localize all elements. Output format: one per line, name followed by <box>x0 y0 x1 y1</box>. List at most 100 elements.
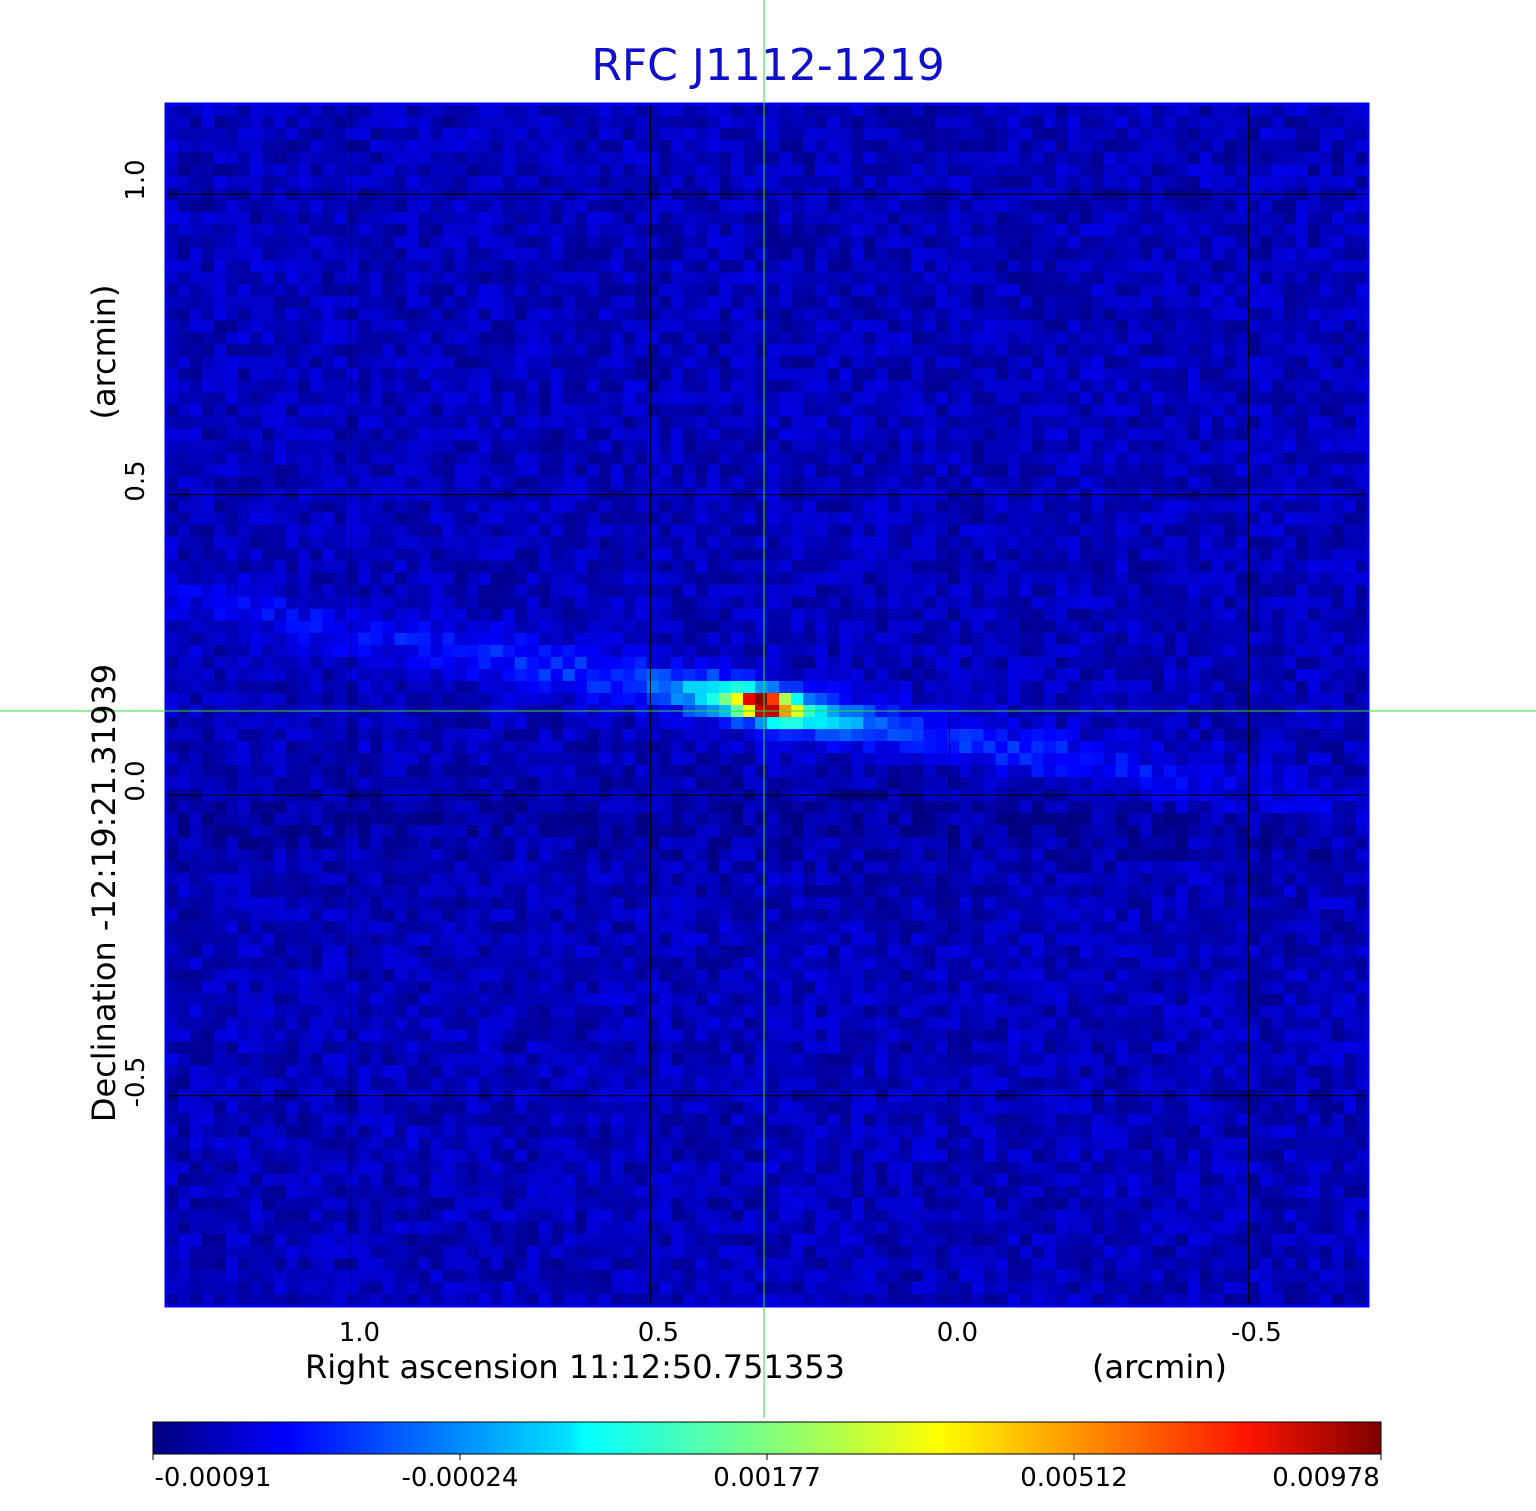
heatmap-cell <box>1319 440 1333 454</box>
heatmap-cell <box>406 200 420 213</box>
heatmap-cell <box>1211 260 1225 273</box>
heatmap-cell <box>598 560 612 574</box>
heatmap-cell <box>947 548 960 562</box>
heatmap-cell <box>1259 548 1273 562</box>
heatmap-cell <box>574 260 588 273</box>
heatmap-cell <box>839 380 852 394</box>
heatmap-cell <box>779 632 792 646</box>
heatmap-cell <box>502 164 516 177</box>
heatmap-cell <box>658 320 672 333</box>
heatmap-cell <box>658 536 672 550</box>
heatmap-cell <box>1199 332 1213 345</box>
heatmap-cell <box>694 380 708 394</box>
heatmap-cell <box>406 164 420 177</box>
heatmap-cell <box>779 656 792 670</box>
heatmap-cell <box>310 536 323 550</box>
heatmap-cell <box>202 668 215 682</box>
heatmap-cell <box>947 656 960 670</box>
heatmap-cell <box>322 164 335 177</box>
heatmap-cell <box>995 320 1008 333</box>
heatmap-cell <box>767 464 780 478</box>
heatmap-cell <box>779 572 792 586</box>
heatmap-cell <box>863 356 876 370</box>
heatmap-cell <box>995 428 1008 442</box>
heatmap-cell <box>1187 572 1201 586</box>
heatmap-cell <box>1259 440 1273 454</box>
heatmap-cell <box>586 644 600 658</box>
heatmap-cell <box>694 548 708 562</box>
heatmap-cell <box>646 560 660 574</box>
heatmap-cell <box>622 236 636 249</box>
heatmap-cell <box>754 200 768 213</box>
heatmap-cell <box>394 260 407 273</box>
heatmap-cell <box>262 212 275 225</box>
heatmap-cell <box>490 344 504 358</box>
heatmap-cell <box>238 164 251 177</box>
heatmap-cell <box>394 200 407 213</box>
heatmap-cell <box>839 464 852 478</box>
heatmap-cell <box>526 692 540 706</box>
heatmap-cell <box>166 440 179 454</box>
heatmap-cell <box>274 560 287 574</box>
heatmap-cell <box>574 500 588 514</box>
heatmap-cell <box>1187 656 1201 670</box>
heatmap-cell <box>274 512 287 526</box>
heatmap-cell <box>358 116 371 129</box>
heatmap-cell <box>478 584 492 598</box>
heatmap-cell <box>658 104 672 117</box>
heatmap-cell <box>983 536 996 550</box>
heatmap-cell <box>1079 560 1093 574</box>
heatmap-cell <box>1343 176 1357 189</box>
heatmap-cell <box>226 200 239 213</box>
heatmap-cell <box>202 164 215 177</box>
heatmap-cell <box>1043 164 1057 177</box>
heatmap-cell <box>514 332 528 345</box>
heatmap-cell <box>827 440 840 454</box>
heatmap-cell <box>574 140 588 153</box>
heatmap-cell <box>574 224 588 237</box>
heatmap-cell <box>1163 500 1177 514</box>
heatmap-cell <box>226 692 239 706</box>
heatmap-cell <box>767 248 780 261</box>
heatmap-cell <box>202 116 215 129</box>
heatmap-cell <box>238 404 251 418</box>
heatmap-cell <box>526 380 540 394</box>
heatmap-cell <box>526 284 540 297</box>
heatmap-cell <box>1259 380 1273 394</box>
heatmap-cell <box>1319 428 1333 442</box>
heatmap-cell <box>1007 224 1021 237</box>
heatmap-cell <box>502 356 516 370</box>
heatmap-cell <box>394 536 407 550</box>
heatmap-cell <box>682 596 696 610</box>
heatmap-cell <box>1331 164 1345 177</box>
heatmap-cell <box>911 344 924 358</box>
heatmap-cell <box>1115 380 1129 394</box>
heatmap-cell <box>238 284 251 297</box>
heatmap-cell <box>827 620 840 634</box>
heatmap-cell <box>346 440 359 454</box>
heatmap-cell <box>1079 224 1093 237</box>
heatmap-cell <box>1019 560 1033 574</box>
heatmap-cell <box>839 368 852 382</box>
heatmap-cell <box>478 512 492 526</box>
heatmap-cell <box>815 596 828 610</box>
heatmap-cell <box>490 656 504 670</box>
heatmap-cell <box>1103 644 1117 658</box>
heatmap-cell <box>1259 176 1273 189</box>
heatmap-cell <box>779 620 792 634</box>
heatmap-cell <box>1055 632 1069 646</box>
heatmap-cell <box>214 620 227 634</box>
heatmap-cell <box>178 128 191 141</box>
heatmap-cell <box>1127 392 1141 406</box>
heatmap-cell <box>274 176 287 189</box>
heatmap-cell <box>1223 320 1237 333</box>
heatmap-cell <box>730 356 744 370</box>
heatmap-cell <box>754 440 768 454</box>
heatmap-cell <box>190 404 203 418</box>
heatmap-cell <box>214 656 227 670</box>
heatmap-cell <box>178 248 191 261</box>
heatmap-cell <box>779 104 792 117</box>
heatmap-cell <box>166 524 179 538</box>
heatmap-cell <box>214 476 227 490</box>
heatmap-cell <box>310 620 323 634</box>
